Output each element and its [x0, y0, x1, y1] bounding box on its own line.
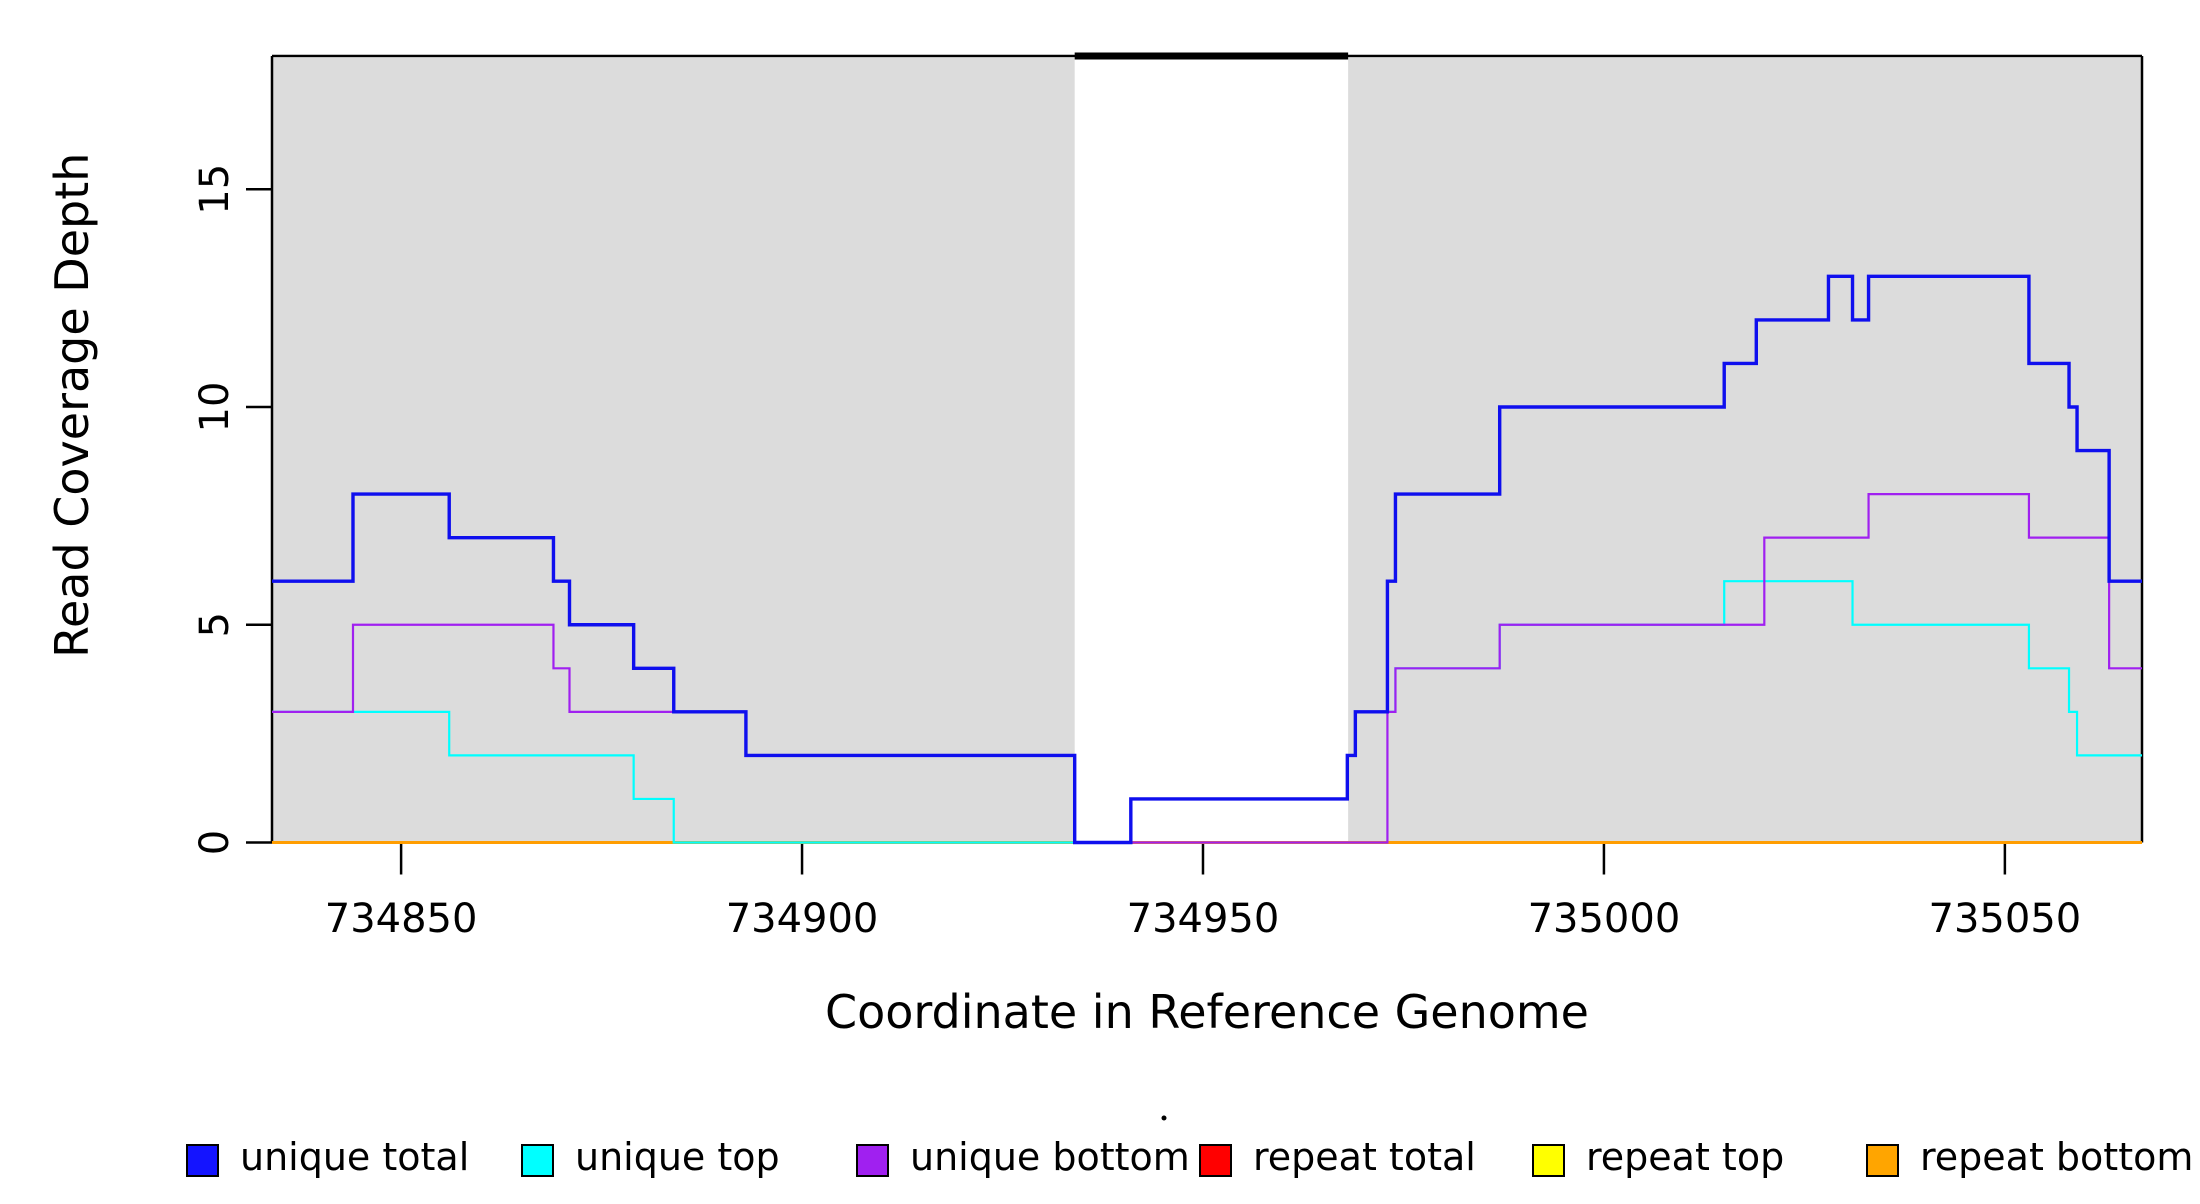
- legend-label: repeat bottom: [1920, 1135, 2193, 1179]
- x-tick-label: 734850: [325, 896, 478, 942]
- series-line-unique-total: [272, 274, 2142, 845]
- y-axis-title: Read Coverage Depth: [45, 153, 99, 658]
- unique-region-shade-1: [272, 58, 1075, 843]
- coverage-series-layer: [272, 274, 2142, 845]
- legend-swatch-repeat-bottom: [1866, 1144, 1899, 1177]
- x-tick-label: 734900: [726, 896, 879, 942]
- x-axis-title: Coordinate in Reference Genome: [825, 985, 1589, 1039]
- legend-label: unique bottom: [910, 1135, 1190, 1179]
- legend: unique total unique top unique bottom repea…: [186, 1135, 2193, 1179]
- series-line-unique-bottom: [272, 493, 2142, 844]
- y-tick-label: 10: [192, 382, 238, 433]
- y-tick-label: 0: [192, 830, 238, 855]
- x-tick-label: 735000: [1528, 896, 1681, 942]
- background-shading-layer: [272, 58, 2142, 843]
- legend-label: unique top: [575, 1135, 780, 1179]
- legend-swatch-repeat-total: [1199, 1144, 1232, 1177]
- legend-item-unique-bottom: unique bottom: [856, 1135, 1190, 1179]
- unique-region-shade-2: [1348, 58, 2142, 843]
- legend-swatch-repeat-top: [1532, 1144, 1565, 1177]
- axis-ticks-layer: 734850 734900 734950 735000 735050 0 5 10 15: [192, 164, 2081, 942]
- legend-item-repeat-bottom: repeat bottom: [1866, 1135, 2193, 1179]
- legend-label: repeat top: [1586, 1135, 1784, 1179]
- legend-item-repeat-total: repeat total: [1199, 1135, 1476, 1179]
- x-tick-label: 734950: [1127, 896, 1280, 942]
- legend-item-unique-total: unique total: [186, 1135, 469, 1179]
- legend-label: unique total: [240, 1135, 469, 1179]
- legend-swatch-unique-top: [521, 1144, 554, 1177]
- y-tick-label: 5: [192, 612, 238, 637]
- legend-swatch-unique-bottom: [856, 1144, 889, 1177]
- legend-item-unique-top: unique top: [521, 1135, 780, 1179]
- legend-label: repeat total: [1253, 1135, 1476, 1179]
- x-tick-label: 735050: [1929, 896, 2082, 942]
- legend-swatch-unique-total: [186, 1144, 219, 1177]
- legend-item-repeat-top: repeat top: [1532, 1135, 1784, 1179]
- stray-dot-artifact: [1161, 1115, 1167, 1121]
- y-tick-label: 15: [192, 164, 238, 215]
